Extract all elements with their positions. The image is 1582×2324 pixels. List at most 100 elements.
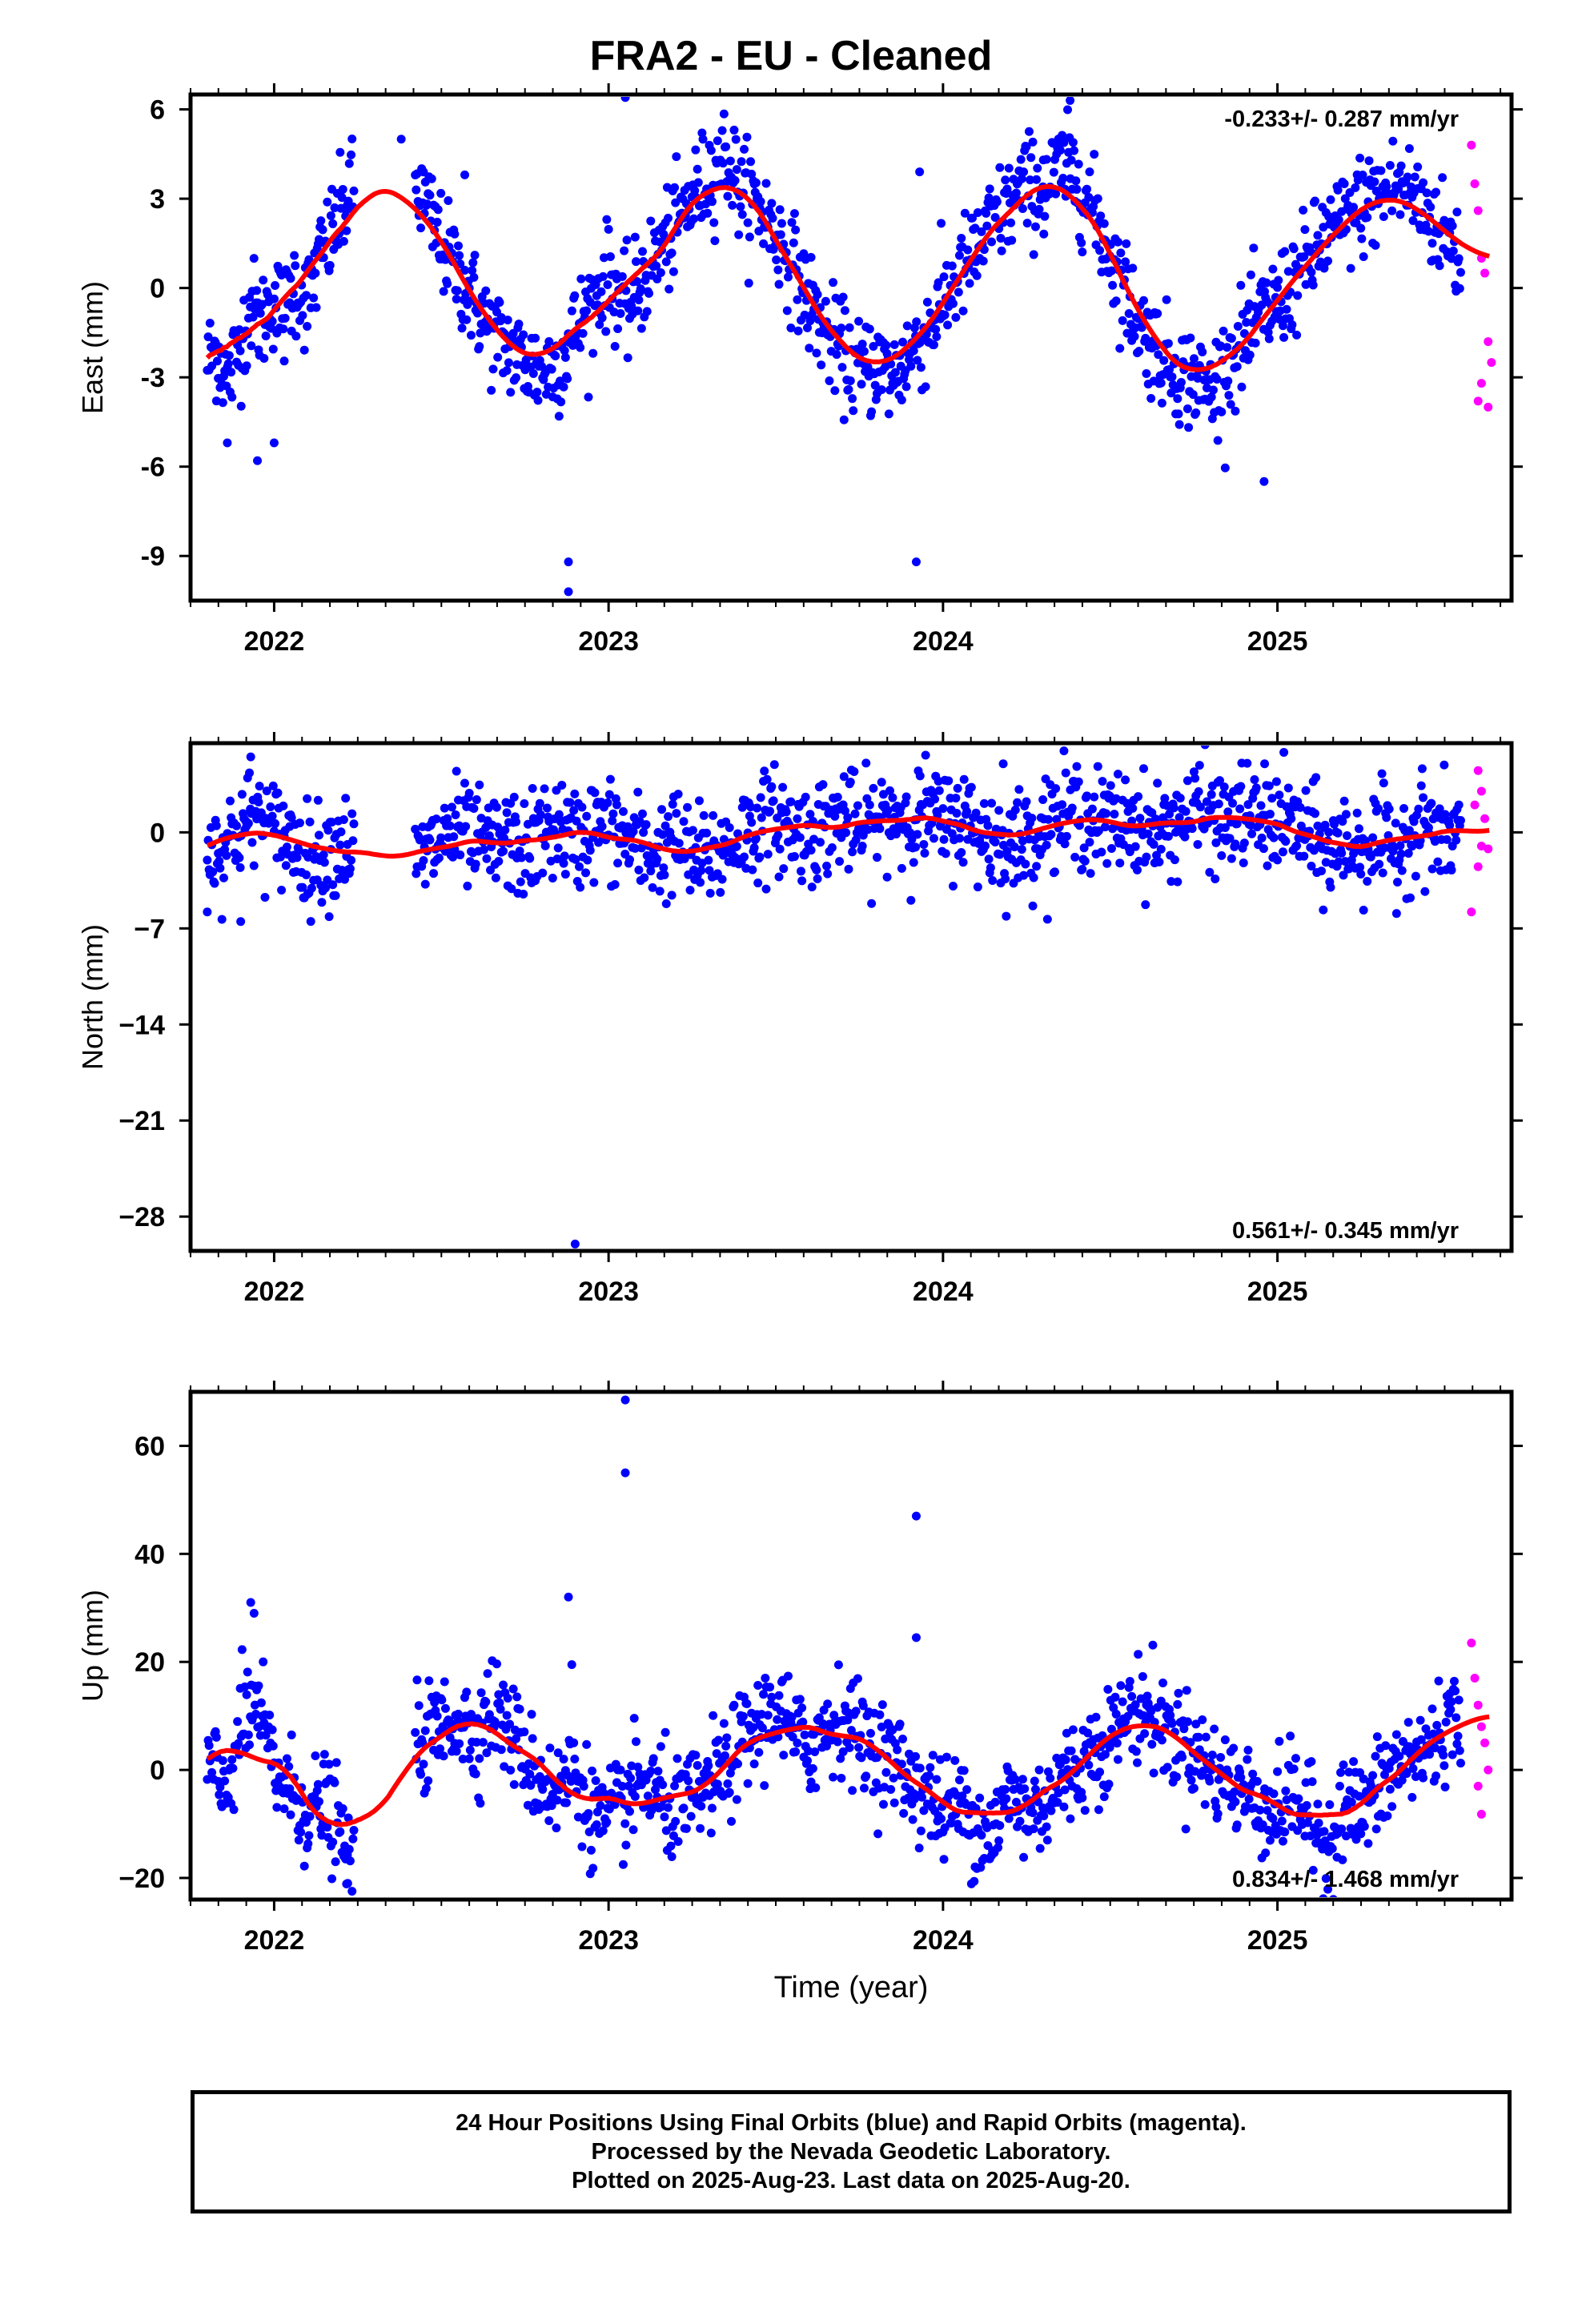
y-tick-label: 0 — [150, 818, 165, 848]
final-point — [425, 835, 435, 845]
final-point — [1411, 871, 1420, 881]
final-point — [661, 899, 671, 909]
final-point — [440, 1677, 449, 1687]
final-point — [447, 802, 456, 812]
final-point — [1432, 1720, 1442, 1730]
final-point — [1180, 832, 1190, 842]
final-point — [1259, 844, 1268, 854]
final-point — [1208, 385, 1218, 395]
final-point — [1007, 235, 1017, 245]
final-point — [762, 774, 772, 784]
final-point — [536, 810, 545, 820]
final-point — [1359, 1822, 1369, 1831]
final-point — [1382, 182, 1391, 191]
final-point — [1099, 1792, 1109, 1802]
final-point — [1410, 172, 1419, 182]
final-point — [865, 324, 874, 334]
final-point — [425, 191, 435, 200]
final-point — [1001, 175, 1010, 185]
fit-curve — [207, 1714, 1490, 1827]
final-point — [500, 1762, 509, 1771]
final-point — [1068, 1725, 1078, 1735]
final-point — [1355, 862, 1365, 872]
x-tick-label: 2022 — [244, 626, 305, 657]
final-point — [1086, 869, 1095, 879]
final-point — [776, 230, 785, 239]
final-point — [981, 841, 990, 850]
final-point — [1326, 195, 1335, 204]
final-point — [1262, 278, 1271, 287]
final-point — [1078, 1793, 1087, 1803]
rapid-point — [1473, 1781, 1483, 1791]
final-point — [265, 1711, 275, 1720]
final-point — [853, 1674, 862, 1683]
final-point — [1278, 847, 1287, 857]
final-point — [319, 1750, 329, 1759]
final-point — [1289, 244, 1299, 254]
final-point — [1027, 814, 1037, 823]
final-point — [348, 836, 358, 846]
final-point — [778, 782, 788, 792]
final-outlier-point — [567, 1660, 576, 1670]
final-point — [235, 862, 245, 872]
final-point — [1095, 246, 1105, 255]
final-point — [1174, 813, 1184, 822]
final-point — [290, 251, 299, 260]
final-point — [738, 1711, 748, 1721]
final-point — [1366, 852, 1375, 862]
final-point — [670, 1781, 680, 1791]
final-point — [789, 852, 799, 862]
final-point — [1096, 211, 1106, 221]
final-point — [1140, 1729, 1150, 1739]
final-point — [256, 1698, 266, 1707]
final-point — [440, 1703, 450, 1713]
final-point — [1416, 781, 1426, 790]
final-point — [1337, 1824, 1347, 1834]
final-point — [1455, 1746, 1464, 1755]
final-point — [1175, 794, 1185, 803]
final-point — [286, 1810, 295, 1819]
final-point — [1231, 406, 1240, 416]
final-point — [1243, 1745, 1253, 1755]
rapid-point — [1484, 1765, 1493, 1775]
final-point — [519, 889, 528, 899]
final-point — [749, 843, 759, 853]
final-point — [1112, 1739, 1122, 1748]
final-point — [1363, 212, 1372, 222]
final-point — [929, 834, 938, 843]
final-point — [500, 826, 510, 835]
final-point — [475, 342, 484, 352]
final-point — [686, 1811, 696, 1821]
final-point — [748, 865, 757, 875]
final-point — [1134, 1650, 1143, 1659]
final-point — [937, 1814, 946, 1823]
final-point — [870, 380, 880, 390]
final-point — [1379, 212, 1388, 222]
final-point — [1248, 1769, 1258, 1779]
final-point — [457, 324, 467, 333]
final-point — [291, 261, 300, 271]
final-point — [940, 310, 950, 320]
final-point — [1026, 175, 1035, 185]
final-point — [618, 1860, 628, 1869]
final-point — [658, 1780, 668, 1790]
final-point — [328, 219, 338, 228]
final-point — [1395, 210, 1405, 219]
final-point — [929, 340, 938, 350]
final-point — [1066, 1814, 1075, 1823]
final-point — [1344, 1767, 1354, 1777]
final-point — [808, 1763, 817, 1773]
final-point — [507, 884, 516, 894]
final-point — [1217, 850, 1227, 860]
final-point — [1452, 1713, 1461, 1723]
final-point — [1278, 1836, 1287, 1846]
final-point — [560, 851, 569, 861]
final-point — [1173, 1699, 1182, 1709]
x-tick-label: 2022 — [244, 1277, 305, 1307]
final-point — [1201, 1732, 1211, 1742]
final-point — [958, 858, 968, 867]
final-point — [1066, 155, 1076, 165]
final-point — [1314, 1818, 1323, 1827]
final-point — [1172, 1772, 1182, 1782]
final-point — [1431, 1771, 1441, 1781]
